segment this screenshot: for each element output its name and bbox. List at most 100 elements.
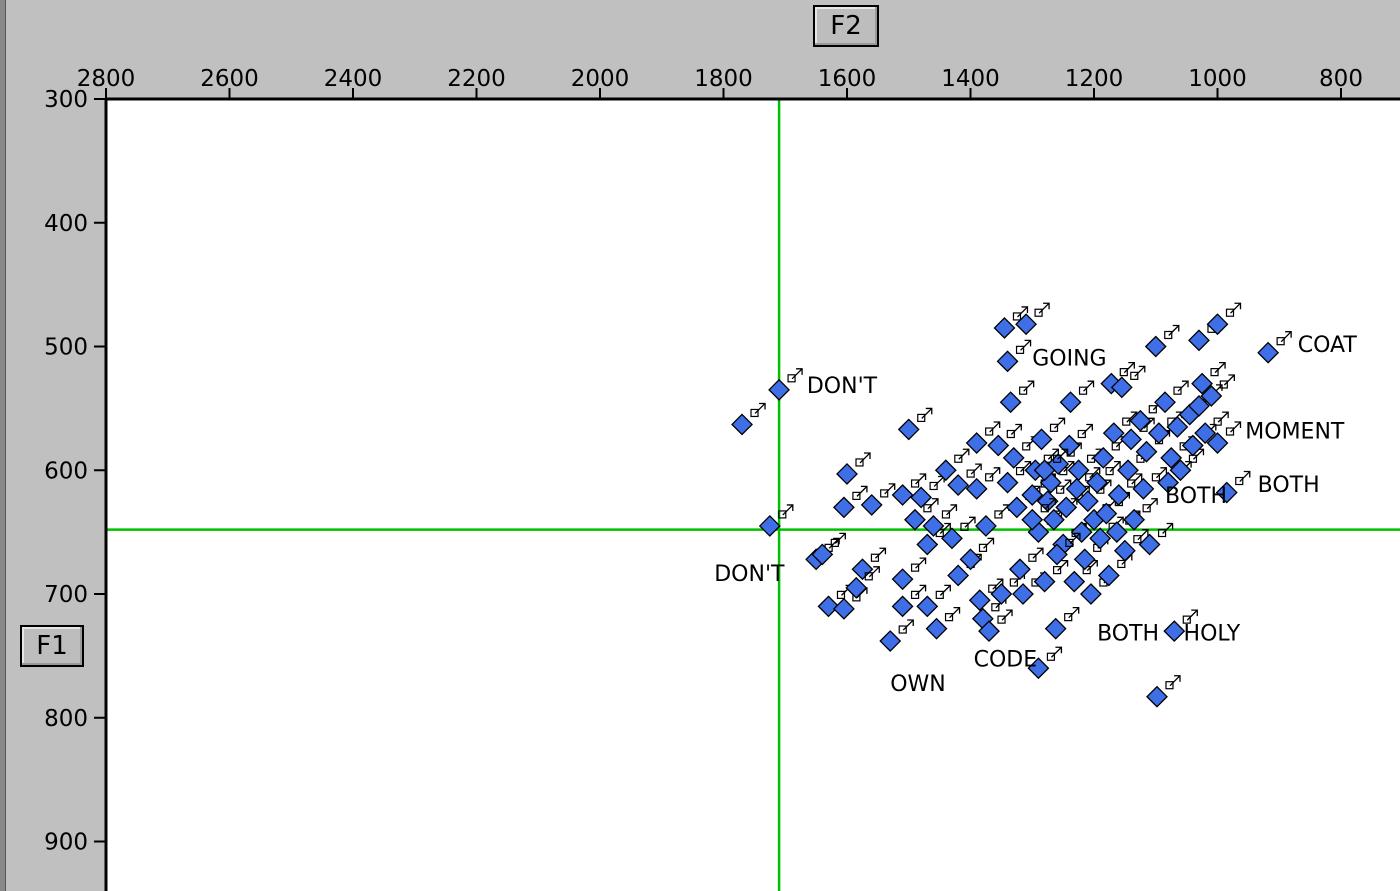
data-point[interactable] xyxy=(832,485,868,519)
data-point[interactable] xyxy=(1058,423,1093,457)
arrow-head xyxy=(1222,411,1229,419)
data-point[interactable] xyxy=(1206,302,1242,336)
arrow-line xyxy=(1057,560,1069,572)
arrow-head xyxy=(1114,460,1121,468)
data-point[interactable] xyxy=(1200,374,1235,407)
data-point[interactable] xyxy=(1030,417,1066,451)
arrow-line xyxy=(1186,609,1198,621)
data-point[interactable] xyxy=(1194,411,1229,445)
data-point[interactable] xyxy=(891,584,927,618)
data-point[interactable] xyxy=(811,532,846,566)
data-point[interactable] xyxy=(1044,607,1080,640)
data-point[interactable] xyxy=(758,504,794,537)
data-point[interactable] xyxy=(1107,473,1143,506)
data-point[interactable] xyxy=(1021,498,1056,531)
data-point[interactable] xyxy=(1132,467,1168,500)
point-marker xyxy=(1117,459,1139,482)
arrow-head xyxy=(919,584,927,592)
data-point[interactable] xyxy=(731,402,766,436)
data-point[interactable] xyxy=(1046,532,1081,566)
data-point[interactable] xyxy=(1146,675,1181,708)
data-point[interactable] xyxy=(996,460,1032,494)
point-marker xyxy=(916,533,939,556)
data-point[interactable] xyxy=(1033,448,1069,482)
data-point[interactable] xyxy=(1206,421,1242,454)
data-point[interactable] xyxy=(959,537,995,571)
data-point[interactable] xyxy=(1144,324,1180,358)
arrow-box xyxy=(991,603,1000,612)
arrow-head xyxy=(1024,339,1032,347)
data-point[interactable] xyxy=(904,498,939,531)
data-point[interactable] xyxy=(768,368,803,401)
data-point[interactable] xyxy=(1257,331,1292,364)
arrow-box xyxy=(1009,578,1018,587)
data-point[interactable] xyxy=(1138,522,1174,556)
data-point[interactable] xyxy=(987,423,1022,457)
data-point[interactable] xyxy=(968,578,1004,612)
data-point[interactable] xyxy=(897,407,933,441)
data-point[interactable] xyxy=(1059,380,1095,414)
data-point[interactable] xyxy=(891,557,927,591)
data-point[interactable] xyxy=(860,483,896,516)
data-point[interactable] xyxy=(1215,470,1251,504)
data-point[interactable] xyxy=(965,421,1001,454)
data-point[interactable] xyxy=(947,463,982,497)
point-marker xyxy=(891,484,914,506)
point-marker xyxy=(1089,527,1112,550)
arrow-box xyxy=(1130,371,1139,380)
arrow-line xyxy=(834,532,846,544)
data-point[interactable] xyxy=(996,339,1032,373)
data-point[interactable] xyxy=(910,475,945,509)
data-point[interactable] xyxy=(978,609,1013,643)
x-tick-label: 2000 xyxy=(571,66,630,92)
data-point[interactable] xyxy=(1169,448,1205,482)
data-point[interactable] xyxy=(1015,302,1050,336)
data-point[interactable] xyxy=(975,504,1010,537)
data-point[interactable] xyxy=(1102,411,1138,445)
data-point[interactable] xyxy=(965,467,1001,500)
data-point[interactable] xyxy=(1113,529,1149,562)
point-marker xyxy=(1005,496,1028,519)
data-point[interactable] xyxy=(1076,479,1112,513)
data-point[interactable] xyxy=(1154,380,1189,414)
data-point[interactable] xyxy=(925,607,961,640)
data-point[interactable] xyxy=(916,522,951,556)
data-point[interactable] xyxy=(1163,609,1198,643)
data-point[interactable] xyxy=(879,619,914,652)
y-axis-label[interactable]: F1 xyxy=(20,625,84,667)
data-point[interactable] xyxy=(1086,460,1121,494)
arrow-box xyxy=(1064,613,1073,622)
data-point[interactable] xyxy=(1123,498,1158,531)
arrow-head xyxy=(759,402,766,410)
arrow-head xyxy=(1052,448,1059,456)
y-tick-label: 900 xyxy=(44,830,88,856)
data-point[interactable] xyxy=(999,380,1035,414)
data-point[interactable] xyxy=(1033,559,1069,593)
data-point[interactable] xyxy=(1065,467,1101,500)
data-point[interactable] xyxy=(1008,547,1044,581)
data-point[interactable] xyxy=(916,584,951,618)
data-point[interactable] xyxy=(891,473,927,506)
point-marker xyxy=(934,459,957,482)
arrow-head xyxy=(833,537,840,545)
x-axis-label[interactable]: F2 xyxy=(813,5,879,47)
data-point[interactable] xyxy=(845,566,880,599)
data-point[interactable] xyxy=(934,448,970,482)
arrow-box xyxy=(988,584,997,593)
data-point[interactable] xyxy=(993,306,1029,339)
arrow-head xyxy=(968,516,976,524)
data-point[interactable] xyxy=(1120,417,1155,451)
data-point[interactable] xyxy=(1063,559,1098,593)
data-point[interactable] xyxy=(836,452,871,485)
data-point[interactable] xyxy=(922,504,958,537)
data-point[interactable] xyxy=(941,516,976,550)
arrow-box xyxy=(1056,485,1065,494)
point-marker xyxy=(1067,459,1090,482)
data-point[interactable] xyxy=(1027,646,1063,680)
data-point[interactable] xyxy=(851,547,887,581)
arrow-box xyxy=(1040,504,1049,513)
data-point[interactable] xyxy=(1191,361,1226,395)
data-point[interactable] xyxy=(1110,365,1146,399)
point-labels: DON'T DON'T GOING COAT MOMENT BOTH BOTH BOTH HOL… xyxy=(714,333,1357,697)
y-tick-label: 800 xyxy=(44,706,88,732)
